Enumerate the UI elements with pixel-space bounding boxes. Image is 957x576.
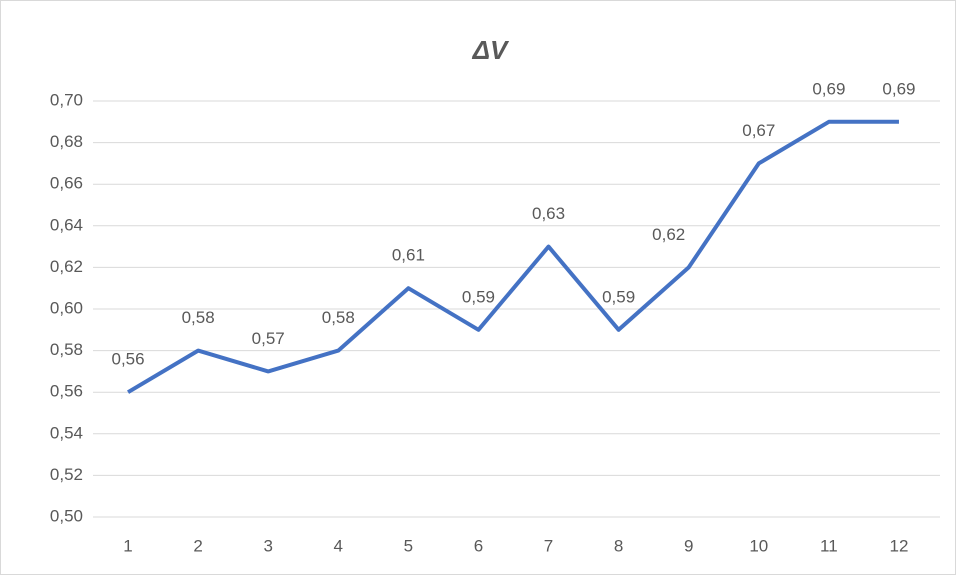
x-tick-label: 5: [404, 536, 413, 555]
x-tick-label: 11: [820, 536, 838, 555]
data-label: 0,59: [462, 287, 495, 306]
x-tick-label: 7: [544, 536, 553, 555]
y-tick-label: 0,54: [50, 423, 83, 442]
x-tick-label: 9: [684, 536, 693, 555]
x-tick-label: 12: [889, 536, 908, 555]
y-tick-label: 0,68: [50, 132, 83, 151]
y-tick-label: 0,60: [50, 298, 83, 317]
y-tick-label: 0,56: [50, 382, 83, 401]
chart-title: ΔV: [472, 35, 510, 65]
x-tick-label: 2: [193, 536, 202, 555]
y-tick-label: 0,62: [50, 257, 83, 276]
data-label: 0,69: [812, 79, 845, 98]
data-label: 0,56: [111, 350, 144, 369]
data-label: 0,62: [652, 225, 685, 244]
x-tick-label: 3: [263, 536, 272, 555]
x-tick-label: 1: [123, 536, 132, 555]
y-tick-label: 0,70: [50, 90, 83, 109]
data-label: 0,61: [392, 246, 425, 265]
data-label: 0,57: [252, 329, 285, 348]
y-tick-label: 0,66: [50, 174, 83, 193]
data-label: 0,69: [882, 79, 915, 98]
data-label: 0,63: [532, 204, 565, 223]
data-label: 0,59: [602, 287, 635, 306]
y-tick-label: 0,58: [50, 340, 83, 359]
data-label: 0,58: [182, 308, 215, 327]
x-tick-label: 4: [334, 536, 343, 555]
x-tick-label: 10: [749, 536, 768, 555]
data-label: 0,58: [322, 308, 355, 327]
data-line: [127, 119, 899, 394]
data-label: 0,67: [742, 121, 775, 140]
y-tick-label: 0,64: [50, 215, 83, 234]
y-tick-label: 0,50: [50, 506, 83, 525]
x-tick-label: 6: [474, 536, 483, 555]
x-tick-label: 8: [614, 536, 623, 555]
y-tick-label: 0,52: [50, 465, 83, 484]
